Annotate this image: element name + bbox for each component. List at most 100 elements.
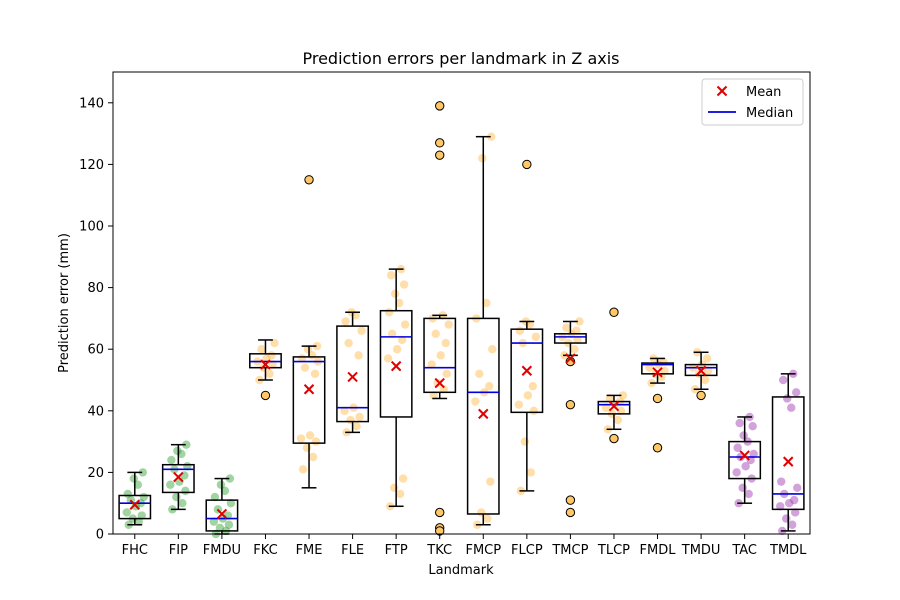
data-point <box>486 477 495 486</box>
y-tick-label: 60 <box>87 343 104 358</box>
data-point <box>732 468 741 477</box>
outlier-point <box>522 159 532 170</box>
data-point <box>573 335 582 345</box>
mean-marker <box>434 377 445 389</box>
data-point <box>515 326 525 335</box>
outlier-point <box>435 150 445 160</box>
data-point <box>738 483 747 492</box>
outlier-point <box>652 393 663 404</box>
data-point <box>383 354 393 363</box>
data-point <box>122 508 131 517</box>
data-point <box>788 520 797 529</box>
data-point <box>167 455 176 465</box>
data-point <box>739 431 748 440</box>
data-point <box>575 317 584 326</box>
mean-marker <box>695 365 707 376</box>
data-point <box>793 483 802 492</box>
data-point <box>386 271 396 280</box>
data-point <box>429 391 438 400</box>
data-point <box>123 489 132 499</box>
x-tick-label: FKC <box>253 543 277 558</box>
data-point <box>308 452 318 462</box>
y-tick-label: 140 <box>79 96 104 111</box>
data-point <box>209 517 219 526</box>
data-point <box>134 517 143 526</box>
mean-marker <box>565 353 576 364</box>
data-point <box>177 449 186 459</box>
data-point <box>514 400 524 409</box>
data-point <box>400 320 410 329</box>
data-point <box>525 320 535 329</box>
data-point <box>355 412 364 422</box>
data-point <box>433 378 442 388</box>
data-point <box>346 415 355 425</box>
data-point <box>270 338 279 348</box>
data-point <box>341 317 350 326</box>
data-point <box>790 495 799 505</box>
iqr-box <box>118 494 152 520</box>
x-tick-label: FTP <box>385 543 408 558</box>
mean-marker <box>478 408 489 420</box>
data-point <box>482 298 491 308</box>
x-tick-label: FLCP <box>511 543 543 558</box>
data-point <box>181 486 190 496</box>
data-point <box>172 492 181 502</box>
data-point <box>340 406 349 415</box>
data-point <box>225 474 235 483</box>
data-point <box>570 345 579 354</box>
data-point <box>483 514 492 523</box>
data-point <box>431 329 440 338</box>
data-point <box>783 394 792 403</box>
mean-marker <box>347 371 358 383</box>
data-point <box>357 326 366 335</box>
data-point <box>785 499 794 508</box>
data-point <box>354 351 363 360</box>
y-tick-label: 80 <box>87 281 104 296</box>
data-point <box>387 329 397 338</box>
data-point <box>210 492 220 502</box>
data-point <box>178 499 187 508</box>
data-point <box>562 323 571 332</box>
data-point <box>395 489 405 499</box>
iqr-box <box>597 400 631 415</box>
data-point <box>224 520 234 529</box>
data-point <box>488 345 497 354</box>
data-point <box>523 391 533 400</box>
data-point <box>475 369 484 379</box>
data-point <box>352 422 361 431</box>
data-point <box>782 514 791 523</box>
data-point <box>748 422 757 431</box>
outlier-point <box>696 390 706 401</box>
data-point <box>133 480 142 489</box>
data-point <box>398 474 408 483</box>
data-point <box>312 341 322 351</box>
chart-title: Prediction errors per landmark in Z axis <box>302 49 619 68</box>
iqr-box <box>379 309 413 418</box>
data-point <box>139 492 148 502</box>
outlier-point <box>565 399 576 410</box>
y-tick-label: 40 <box>87 404 104 419</box>
legend-mean-label: Mean <box>746 85 781 100</box>
data-point <box>477 508 486 517</box>
data-point <box>300 363 310 372</box>
legend-mean-x <box>716 85 728 97</box>
mean-marker <box>216 508 228 520</box>
data-point <box>605 394 615 403</box>
data-point <box>138 468 147 477</box>
outlier-point <box>435 101 445 111</box>
data-point <box>390 289 400 298</box>
x-axis-label: Landmark <box>428 563 494 578</box>
outlier-point <box>652 443 663 453</box>
x-tick-label: FMCP <box>465 543 501 558</box>
data-point <box>439 385 448 394</box>
data-point <box>531 332 541 342</box>
data-point <box>305 431 315 440</box>
axes-frame <box>112 71 811 535</box>
data-point <box>226 499 236 508</box>
data-point <box>741 462 750 471</box>
y-tick-label: 20 <box>87 466 104 481</box>
data-point <box>129 474 138 483</box>
x-tick-label: FHC <box>122 543 148 558</box>
data-point <box>392 345 402 354</box>
data-point <box>344 338 353 348</box>
